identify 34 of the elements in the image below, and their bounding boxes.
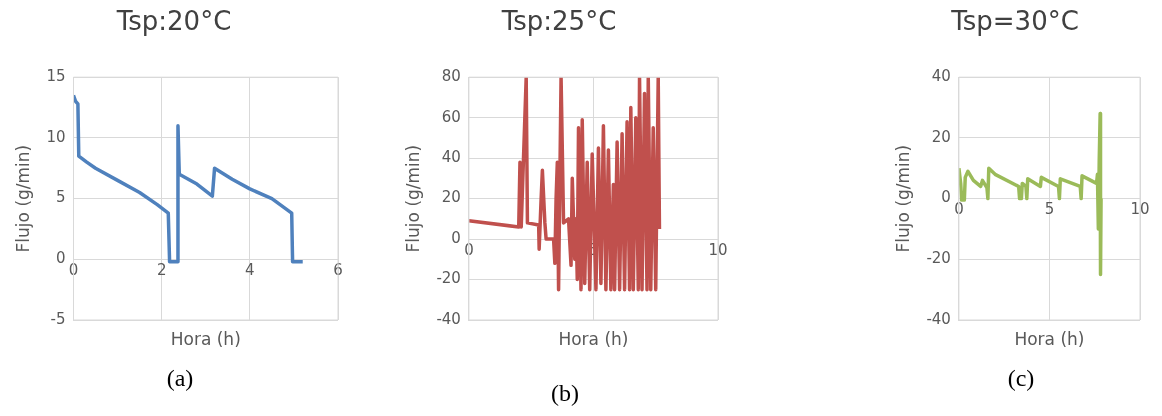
y-axis-title: Flujo (g/min) [402,144,423,253]
y-tick-label: 10 [46,127,66,146]
y-tick-label: 15 [46,67,66,86]
y-tick-label: 40 [441,148,461,167]
x-tick-label: 5 [1044,200,1055,219]
x-tick-label: 2 [156,261,167,280]
y-tick-label: 0 [941,188,951,207]
x-tick-label: 0 [954,200,964,219]
y-tick-label: 60 [441,107,461,126]
text: (b) [550,380,580,407]
text: (a) [165,365,195,392]
x-axis-title: Hora (h) [170,328,241,349]
x-axis-title: Hora (h) [1014,328,1085,349]
y-axis-title: Flujo (g/min) [12,144,33,253]
y-tick-label: 80 [441,67,461,86]
y-tick-label: 20 [931,127,951,146]
y-tick-label: -5 [50,309,66,328]
y-tick-label: -40 [436,309,461,328]
y-tick-label: -20 [436,269,461,288]
chart-title: Tsp=30°C [950,6,1079,37]
x-tick-label: 6 [333,261,343,280]
y-tick-label: -40 [926,309,951,328]
x-tick-label: 4 [245,261,255,280]
text: (c) [1006,365,1036,392]
y-tick-label: 40 [931,67,951,86]
y-tick-label: 5 [55,188,66,207]
chart-title: Tsp:25°C [500,6,617,37]
y-tick-label: 0 [451,228,461,247]
y-axis-title: Flujo (g/min) [892,144,913,253]
x-axis-title: Hora (h) [558,328,629,349]
x-tick-label: 10 [1130,200,1150,219]
y-tick-label: 20 [441,188,461,207]
y-tick-label: -20 [926,249,951,268]
chart-title: Tsp:20°C [115,6,232,37]
